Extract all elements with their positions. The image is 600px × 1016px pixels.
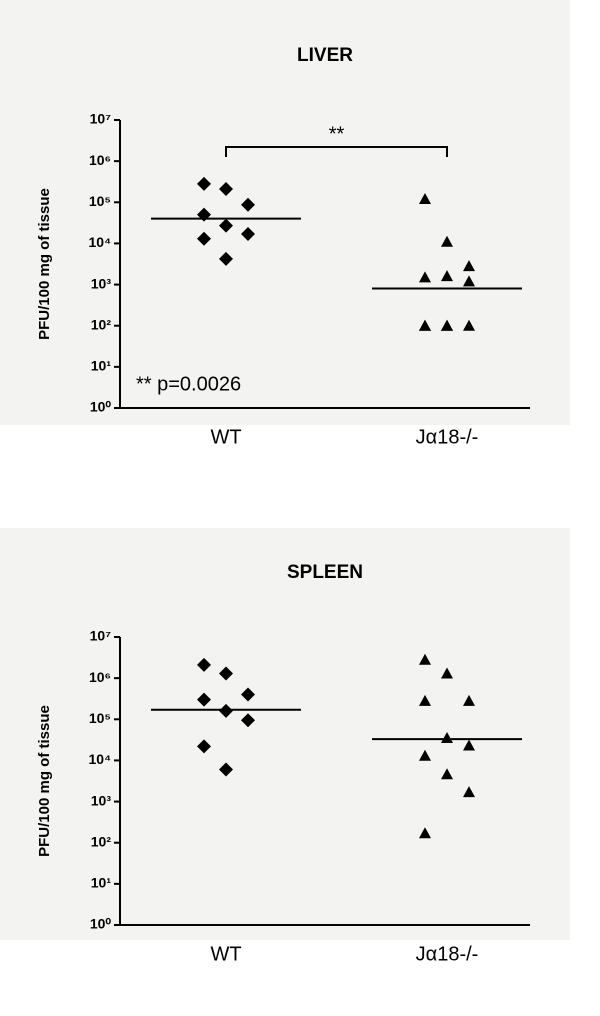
y-tick-label: 10⁶ [89,669,111,685]
data-point [219,666,233,681]
data-point [219,251,233,266]
y-tick-label: 10³ [91,792,112,808]
panel-background [0,528,570,940]
data-point [463,739,475,751]
data-point [419,827,431,839]
y-tick-label: 10⁴ [89,751,112,767]
data-point [463,319,475,331]
y-tick-label: 10¹ [91,875,112,891]
data-point [219,762,233,777]
data-point [241,713,255,728]
y-tick-label: 10² [91,833,112,849]
y-tick-label: 10⁴ [89,234,112,250]
x-tick-label: Jα18-/- [416,943,479,965]
data-point [241,226,255,241]
data-point [441,732,453,744]
data-point [197,692,211,707]
panel-background [0,0,570,425]
annotation: ** p=0.0026 [136,373,241,395]
x-tick-label: WT [210,426,241,448]
data-point [219,182,233,197]
y-tick-label: 10⁷ [90,111,112,127]
data-point [419,319,431,331]
data-point [197,657,211,672]
significance-label: ** [329,123,345,145]
data-point [219,218,233,233]
data-point [463,786,475,798]
data-point [463,260,475,272]
data-point [197,739,211,754]
data-point [463,694,475,706]
data-point [197,231,211,246]
x-tick-label: Jα18-/- [416,426,479,448]
y-tick-label: 10³ [91,275,112,291]
x-tick-label: WT [210,943,241,965]
data-point [441,667,453,679]
data-point [441,270,453,282]
y-tick-label: 10⁰ [90,399,112,415]
y-axis-label: PFU/100 mg of tissue [36,705,53,857]
data-point [241,687,255,702]
data-point [441,319,453,331]
significance-bracket [225,146,448,157]
data-point [441,235,453,247]
data-point [419,749,431,761]
y-tick-label: 10⁵ [89,710,111,726]
data-point [219,703,233,718]
data-point [419,653,431,665]
y-tick-label: 10² [91,316,112,332]
data-point [419,694,431,706]
y-axis-label: PFU/100 mg of tissue [36,188,53,340]
y-tick-label: 10⁶ [89,152,111,168]
data-point [241,197,255,212]
y-tick-label: 10⁵ [89,193,111,209]
data-point [419,271,431,283]
chart-title: LIVER [297,45,353,66]
y-tick-label: 10⁰ [90,916,112,932]
data-point [441,768,453,780]
y-tick-label: 10⁷ [90,628,112,644]
chart-title: SPLEEN [287,562,363,583]
y-tick-label: 10¹ [91,358,112,374]
data-point [419,193,431,205]
data-point [197,176,211,191]
data-point [463,275,475,287]
